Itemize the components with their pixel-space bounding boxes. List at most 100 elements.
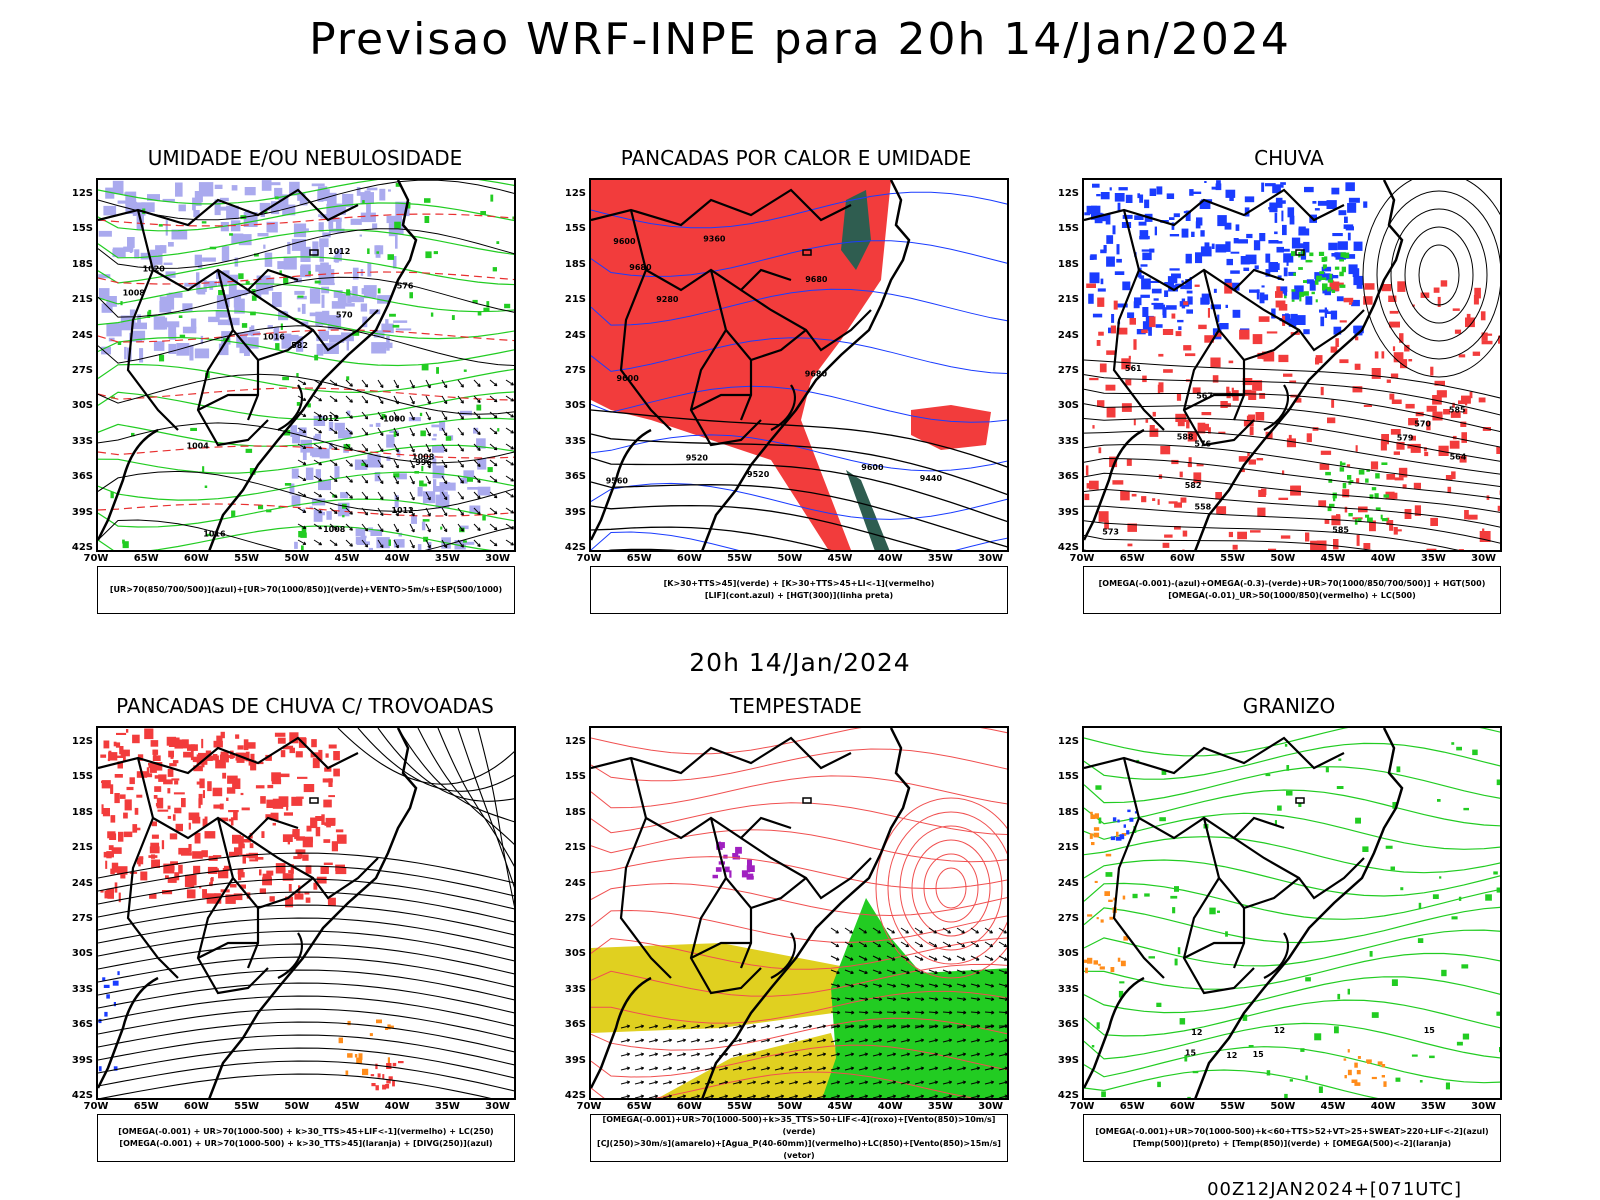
omega-area-red bbox=[1331, 399, 1335, 408]
omega-area-blue bbox=[1261, 182, 1265, 192]
storm-area-red bbox=[151, 834, 159, 839]
humidity-area bbox=[153, 341, 165, 351]
severe-storm-area bbox=[735, 846, 742, 854]
omega-area-blue bbox=[1233, 238, 1239, 244]
temp-850-contour bbox=[1265, 773, 1271, 777]
humidity-area bbox=[432, 465, 445, 479]
omega-area-red bbox=[1180, 497, 1187, 503]
wind-vector bbox=[886, 1080, 897, 1085]
wind-vector bbox=[830, 1094, 841, 1098]
wind-vector bbox=[956, 941, 966, 948]
omega-area-red bbox=[1481, 340, 1493, 345]
contour-label: 582 bbox=[1185, 481, 1202, 490]
storm-area-red bbox=[108, 752, 118, 761]
omega-area-green bbox=[1324, 264, 1327, 269]
omega-area-red bbox=[1320, 450, 1332, 455]
wind-vector bbox=[886, 1010, 897, 1015]
wind-vector bbox=[345, 395, 353, 403]
wind-vector bbox=[489, 491, 498, 499]
humidity-area bbox=[354, 459, 368, 470]
wind-vector bbox=[956, 1010, 967, 1015]
wind-vector bbox=[970, 1066, 981, 1071]
storm-area-red bbox=[135, 827, 141, 831]
omega-area-red bbox=[1089, 377, 1099, 381]
contour-label: 579 bbox=[1397, 434, 1414, 443]
omega-area-blue bbox=[1330, 310, 1338, 320]
omega-area-blue bbox=[1091, 205, 1101, 215]
humidity-area bbox=[298, 427, 307, 437]
contour-label: 9520 bbox=[686, 454, 709, 463]
humidity-area bbox=[239, 344, 250, 354]
wind-vector bbox=[942, 1024, 953, 1029]
wind-vector bbox=[345, 475, 353, 483]
wind-vector bbox=[620, 1038, 631, 1043]
omega-500-area bbox=[1094, 813, 1099, 819]
omega-area-red bbox=[1192, 387, 1201, 394]
wind-vector bbox=[998, 1080, 1007, 1085]
green-contour bbox=[393, 473, 400, 478]
omega-area-green bbox=[1383, 494, 1389, 498]
temp-850-contour bbox=[1456, 746, 1462, 751]
omega-area-red bbox=[1196, 464, 1204, 467]
wind-vector bbox=[788, 1024, 799, 1029]
longitude-label: 55W bbox=[1220, 1101, 1246, 1112]
omega-area-blue bbox=[1213, 288, 1217, 293]
humidity-area bbox=[432, 455, 436, 459]
storm-area-red bbox=[207, 781, 212, 792]
wind-vector bbox=[858, 1066, 869, 1071]
omega-area-red bbox=[1501, 418, 1502, 425]
storm-area-red bbox=[132, 824, 138, 833]
contour-label: 570 bbox=[336, 311, 353, 320]
omega-area-red bbox=[1426, 421, 1431, 431]
longitude-label: 60W bbox=[183, 553, 209, 564]
humidity-area bbox=[318, 330, 329, 337]
omega-500-area bbox=[1122, 895, 1126, 900]
divergence-area bbox=[103, 984, 110, 988]
wind-vector bbox=[956, 983, 967, 988]
temp-850-contour bbox=[1462, 1033, 1470, 1040]
omega-area-red bbox=[1288, 434, 1292, 442]
latitude-label: 27S bbox=[1057, 913, 1079, 924]
streamline bbox=[98, 865, 514, 897]
wind-vector bbox=[830, 997, 841, 1001]
wind-vector bbox=[914, 1066, 925, 1071]
omega-area-green bbox=[1375, 507, 1381, 511]
green-contour bbox=[472, 299, 478, 304]
green-contour bbox=[463, 540, 467, 543]
storm-area-red bbox=[235, 734, 240, 739]
wind-vector bbox=[928, 1024, 939, 1029]
humidity-area bbox=[360, 212, 376, 223]
storm-area-red bbox=[150, 740, 159, 747]
omega-area-red bbox=[1393, 451, 1400, 455]
omega-area-blue bbox=[1245, 254, 1257, 265]
wind-vector bbox=[361, 475, 369, 484]
omega-area-red bbox=[1142, 375, 1147, 383]
green-contour bbox=[98, 229, 514, 259]
wind-vector bbox=[361, 523, 369, 532]
wind-vector bbox=[858, 955, 868, 961]
temp-850-contour bbox=[1390, 866, 1395, 871]
temp-850-contour bbox=[1493, 871, 1498, 875]
omega-area-red bbox=[1355, 445, 1358, 452]
omega-area-blue bbox=[1112, 225, 1116, 235]
storm-area-red bbox=[245, 751, 250, 762]
wind-vector bbox=[676, 1024, 687, 1029]
storm-area-red bbox=[230, 884, 237, 888]
wind-vector bbox=[872, 1094, 883, 1098]
humidity-area bbox=[266, 182, 281, 186]
storm-area-red bbox=[178, 847, 190, 855]
latitude-label: 33S bbox=[564, 435, 586, 447]
country-border bbox=[619, 817, 672, 979]
wind-vector bbox=[505, 539, 514, 546]
wind-vector bbox=[505, 411, 514, 418]
omega-500-area bbox=[1356, 1070, 1361, 1075]
temp-850-contour bbox=[1463, 807, 1469, 811]
wind-vector bbox=[505, 475, 514, 482]
longitude-label: 60W bbox=[676, 1101, 702, 1112]
omega-area-blue bbox=[1217, 314, 1220, 323]
longitude-label: 35W bbox=[927, 1101, 953, 1112]
contour-label: 9360 bbox=[703, 235, 726, 244]
jet-stream-area bbox=[591, 943, 871, 1033]
storm-area-red bbox=[217, 817, 228, 822]
wind-vector bbox=[297, 507, 307, 513]
